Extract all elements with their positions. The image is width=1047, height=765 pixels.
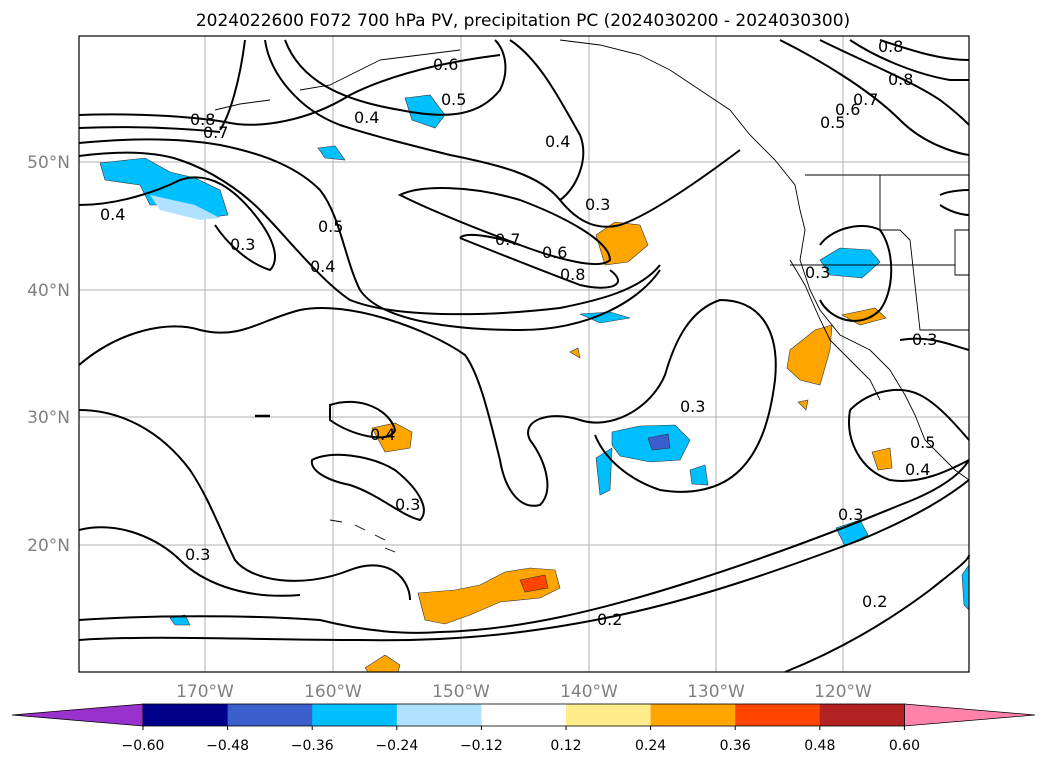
contour-label: 0.4 [370,425,395,444]
colorbar-tick-label: 0.24 [635,738,666,754]
colorbar: −0.60 −0.48 −0.36 −0.24 −0.12 0.12 0.24 0.36 0.4… [11,703,1036,754]
longitude-axis: 170°W 160°W 150°W 140°W 130°W 120°W [176,682,872,702]
gridlines [79,36,969,672]
colorbar-cell [481,704,567,726]
colorbar-tick-label: 0.36 [720,738,751,754]
contour-label: 0.7 [495,230,520,249]
lat-tick-label: 50°N [27,153,70,173]
pos-anomaly-baja [786,324,833,386]
colorbar-cell [312,704,398,726]
lat-tick-label: 30°N [27,408,70,428]
contour-label: 0.5 [910,433,935,452]
contour-label: 0.2 [597,610,622,629]
contour-label: 0.3 [230,235,255,254]
colorbar-tick-label: 0.60 [889,738,920,754]
contour-label: 0.7 [853,90,878,109]
contour-label: 0.4 [545,132,570,151]
contour-label: 0.4 [354,108,379,127]
colorbar-tick-label: −0.24 [375,738,418,754]
contour-label: 0.7 [203,123,228,142]
map-panel: 0.6 0.5 0.4 0.8 0.7 0.4 0.3 0.5 0.4 0.4 … [78,35,970,673]
precipitation-shading [99,94,970,673]
lon-tick-label: 170°W [176,682,234,702]
contour-label: 0.3 [805,263,830,282]
contour-label: 0.8 [878,37,903,56]
lon-tick-label: 130°W [687,682,745,702]
lon-tick-label: 160°W [304,682,362,702]
colorbar-cell [143,704,229,726]
contour-label: 0.8 [560,265,585,284]
colorbar-tick-label: −0.60 [122,738,165,754]
colorbar-cell [396,704,482,726]
colorbar-tick-label: 0.12 [550,738,581,754]
colorbar-tick-label: −0.12 [460,738,503,754]
contour-label: 0.6 [433,55,458,74]
neg-anomaly-north [404,94,446,129]
colorbar-extend-low [11,703,144,727]
contour-labels: 0.6 0.5 0.4 0.8 0.7 0.4 0.3 0.5 0.4 0.4 … [100,37,937,629]
latitude-axis: 50°N 40°N 30°N 20°N [27,153,70,556]
contour-label: 0.3 [585,195,610,214]
contour-label: 0.8 [190,110,215,129]
contour-label: 0.3 [912,330,937,349]
colorbar-tick-label: 0.48 [804,738,835,754]
contour-label: 0.6 [835,100,860,119]
contour-label: 0.5 [820,113,845,132]
neg-anomaly-coast [819,247,881,279]
map-border [78,35,970,673]
colorbar-tick-label: −0.36 [291,738,334,754]
lon-tick-label: 120°W [814,682,872,702]
colorbar-tick-label: −0.48 [206,738,249,754]
contour-label: 0.4 [100,205,125,224]
colorbar-cell [227,704,313,726]
colorbar-cell [819,704,905,726]
pv-contours [78,39,970,673]
contour-label: 0.8 [888,70,913,89]
lon-tick-label: 150°W [432,682,490,702]
lat-tick-label: 20°N [27,536,70,556]
contour-label: 0.2 [862,592,887,611]
contour-label: 0.3 [680,397,705,416]
lat-tick-label: 40°N [27,281,70,301]
contour-label: 0.3 [395,495,420,514]
colorbar-cell [650,704,736,726]
coastlines [214,39,970,553]
colorbar-extend-high [904,703,1036,727]
colorbar-cell [566,704,652,726]
colorbar-frame [142,703,905,727]
lon-tick-label: 140°W [560,682,618,702]
contour-label: 0.4 [310,257,335,276]
figure-title: 2024022600 F072 700 hPa PV, precipitatio… [196,11,850,31]
contour-label: 0.5 [441,90,466,109]
contour-label: 0.5 [318,217,343,236]
contour-label: 0.3 [185,545,210,564]
contour-label: 0.4 [905,460,930,479]
contour-label: 0.3 [838,505,863,524]
contour-label: 0.6 [542,243,567,262]
colorbar-cell [735,704,821,726]
